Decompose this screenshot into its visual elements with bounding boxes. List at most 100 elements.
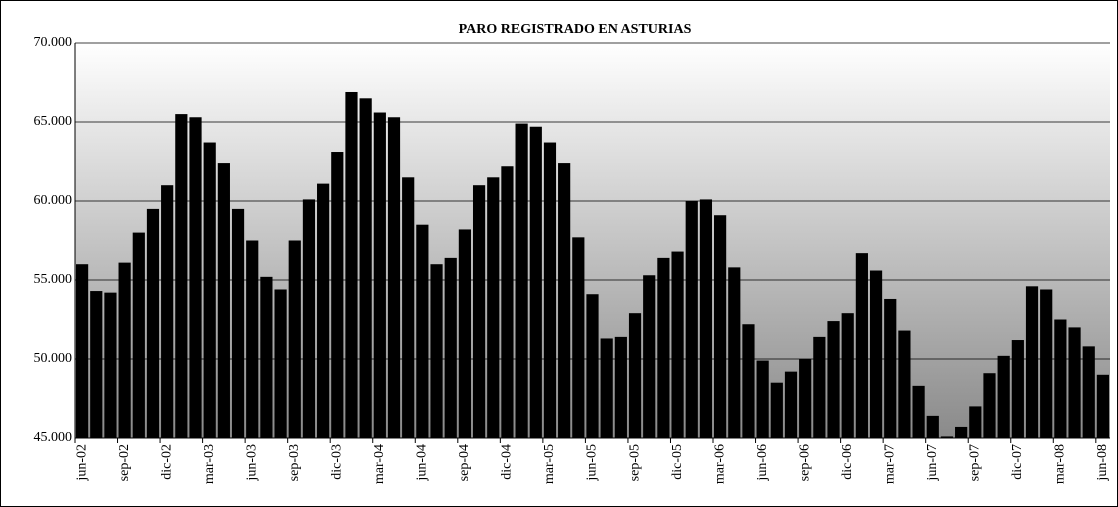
bar xyxy=(643,275,656,438)
bar xyxy=(742,324,755,438)
bar xyxy=(926,415,939,438)
bar xyxy=(940,436,954,438)
bar xyxy=(288,240,301,438)
bar xyxy=(600,338,613,438)
bar xyxy=(104,292,117,438)
bar xyxy=(416,224,429,438)
x-tick-label: dic-06 xyxy=(840,444,855,480)
x-tick-label: mar-06 xyxy=(712,444,727,484)
bar xyxy=(714,215,727,438)
x-tick-label: sep-04 xyxy=(457,444,472,481)
bar xyxy=(855,253,868,438)
bar xyxy=(997,355,1010,438)
x-tick-label: sep-05 xyxy=(627,444,642,481)
x-tick-label: jun-04 xyxy=(415,444,430,482)
bar xyxy=(175,114,188,438)
x-tick-label: mar-05 xyxy=(542,444,557,484)
bar xyxy=(1082,346,1095,438)
bar xyxy=(302,199,316,438)
bar xyxy=(75,264,89,438)
bar xyxy=(189,117,202,438)
bar xyxy=(146,208,160,438)
x-tick-label: dic-07 xyxy=(1010,444,1025,480)
bar xyxy=(770,382,783,438)
y-tick-label: 50.000 xyxy=(34,351,73,366)
x-tick-label: jun-08 xyxy=(1095,444,1110,482)
bar xyxy=(558,163,571,438)
bar xyxy=(969,406,982,438)
y-tick-label: 55.000 xyxy=(34,272,73,287)
bar xyxy=(501,166,514,439)
x-tick-label: mar-07 xyxy=(882,444,897,484)
bar xyxy=(132,232,145,438)
bar xyxy=(1040,289,1053,438)
bar xyxy=(430,264,443,438)
bar xyxy=(529,126,542,439)
x-tick-label: mar-03 xyxy=(202,444,217,484)
bar xyxy=(614,336,627,438)
bar xyxy=(515,123,528,438)
bar xyxy=(444,257,457,438)
y-tick-label: 45.000 xyxy=(34,430,73,445)
bar xyxy=(402,177,415,439)
x-tick-label: sep-06 xyxy=(797,444,812,481)
bar xyxy=(359,98,372,439)
bar xyxy=(1096,374,1110,438)
bar xyxy=(345,91,358,438)
bar xyxy=(274,289,287,438)
bar xyxy=(884,298,897,438)
bar xyxy=(813,336,826,438)
x-tick-label: mar-08 xyxy=(1053,444,1068,484)
bar xyxy=(1025,286,1039,438)
bar xyxy=(827,321,840,438)
bar xyxy=(1011,340,1024,438)
bar xyxy=(1054,319,1067,438)
x-tick-label: dic-04 xyxy=(500,444,515,480)
bar xyxy=(728,267,741,438)
x-tick-label: mar-04 xyxy=(372,444,387,484)
bar xyxy=(799,359,812,438)
bar xyxy=(628,313,642,438)
y-tick-label: 60.000 xyxy=(34,193,73,208)
bar xyxy=(118,262,131,438)
chart-title: PARO REGISTRADO EN ASTURIAS xyxy=(459,22,692,37)
x-tick-label: jun-03 xyxy=(244,444,259,482)
bar xyxy=(657,257,670,438)
bar xyxy=(472,185,486,438)
bar xyxy=(955,426,968,438)
y-tick-label: 70.000 xyxy=(34,35,73,50)
bar xyxy=(487,177,500,439)
x-tick-label: dic-05 xyxy=(670,444,685,480)
bar xyxy=(543,142,557,439)
bar xyxy=(784,371,798,438)
bar xyxy=(331,152,344,438)
bar xyxy=(387,117,401,438)
bar xyxy=(373,112,386,439)
bar xyxy=(161,185,174,438)
bar xyxy=(246,240,259,438)
x-tick-label: jun-05 xyxy=(585,444,600,482)
bar xyxy=(217,163,230,438)
bar xyxy=(685,201,698,438)
bar xyxy=(1068,327,1081,438)
x-tick-label: sep-07 xyxy=(968,444,983,481)
bar xyxy=(458,229,471,438)
x-tick-label: dic-02 xyxy=(159,444,174,480)
x-tick-label: sep-02 xyxy=(117,444,132,481)
x-tick-label: jun-02 xyxy=(74,444,89,482)
bar xyxy=(912,385,925,438)
bar xyxy=(756,360,769,438)
bar xyxy=(671,251,684,438)
y-tick-label: 65.000 xyxy=(34,114,73,129)
bar xyxy=(841,313,854,438)
bar xyxy=(90,291,103,438)
bar xyxy=(983,373,996,438)
x-tick-label: dic-03 xyxy=(330,444,345,480)
x-tick-label: jun-06 xyxy=(755,444,770,482)
bar xyxy=(586,294,599,438)
bar xyxy=(869,270,883,438)
bar xyxy=(231,208,245,438)
bar xyxy=(317,183,330,438)
